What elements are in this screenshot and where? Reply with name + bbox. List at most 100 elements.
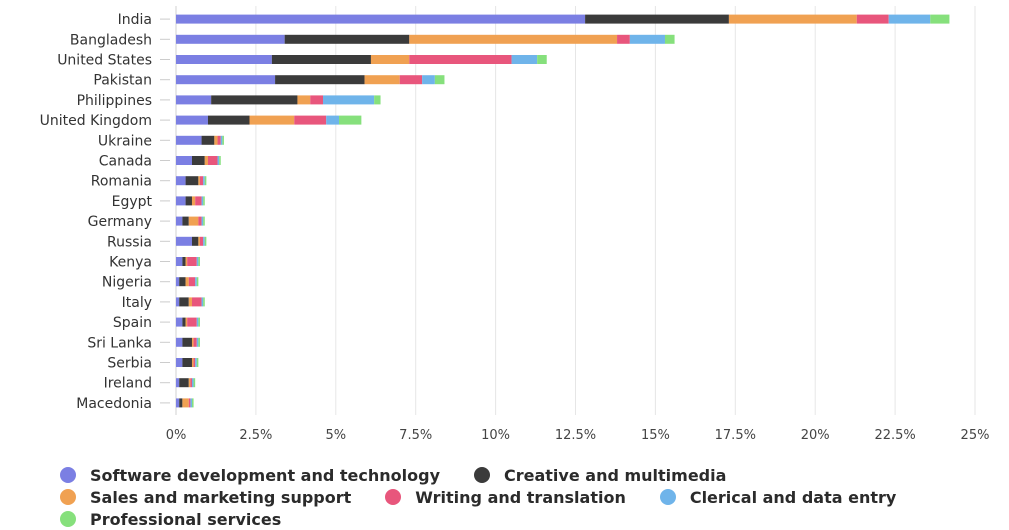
bar-segment-7-4 (217, 156, 220, 165)
bar-segment-2-5 (537, 55, 547, 64)
bar-segment-14-5 (203, 297, 205, 307)
bar-segment-9-4 (201, 196, 204, 206)
category-label-14: Italy (122, 295, 152, 311)
bar-segment-11-0 (176, 236, 192, 246)
bar-segment-16-0 (176, 337, 183, 347)
bar-segment-2-4 (511, 55, 538, 64)
bar-segment-3-2 (364, 75, 400, 85)
legend-label-writing: Writing and translation (415, 487, 626, 507)
legend-item-professional[interactable]: Professional services (60, 510, 281, 529)
bar-segment-6-4 (220, 135, 223, 145)
bar-segment-18-5 (193, 378, 196, 388)
category-label-19: Macedonia (76, 396, 152, 412)
bar-segment-13-2 (185, 277, 189, 287)
bar-segment-1-4 (629, 34, 665, 44)
bar-segment-16-4 (196, 337, 199, 347)
bar-segment-17-0 (176, 358, 183, 367)
bar-segment-10-1 (182, 216, 189, 226)
legend-swatch-professional (60, 511, 76, 527)
x-tick-label-10: 25% (961, 428, 990, 443)
bar-segment-10-0 (176, 216, 183, 226)
bar-segment-9-0 (176, 196, 186, 206)
bar-segment-5-3 (294, 115, 327, 125)
bar-segment-16-3 (193, 337, 197, 347)
bar-segment-0-1 (585, 14, 729, 24)
category-label-10: Germany (88, 214, 152, 230)
bar-segment-2-1 (271, 55, 371, 64)
bar-segment-4-0 (176, 95, 212, 105)
bar-segment-5-1 (207, 115, 250, 125)
legend-swatch-creative (474, 467, 490, 483)
bar-segment-5-2 (249, 115, 295, 125)
category-label-16: Sri Lanka (87, 335, 152, 351)
bar-segment-11-5 (204, 236, 207, 246)
bar-segment-6-5 (222, 135, 224, 145)
legend-item-writing[interactable]: Writing and translation (385, 488, 626, 507)
legend-label-sales: Sales and marketing support (90, 487, 352, 507)
category-label-8: Romania (91, 174, 152, 190)
bar-segment-8-4 (203, 176, 205, 186)
x-tick-label-2: 5% (325, 428, 346, 443)
bar-segment-19-1 (179, 398, 183, 408)
category-label-15: Spain (113, 315, 152, 331)
legend-swatch-writing (385, 489, 402, 505)
bar-segment-1-1 (284, 34, 410, 44)
category-label-2: United States (57, 53, 152, 69)
category-label-3: Pakistan (93, 73, 152, 89)
bar-segment-7-1 (191, 156, 205, 165)
bar-segment-8-3 (199, 176, 204, 186)
category-label-17: Serbia (107, 356, 152, 372)
bar-segment-1-5 (664, 34, 675, 44)
bar-segment-0-4 (888, 14, 931, 24)
legend-item-creative[interactable]: Creative and multimedia (474, 466, 726, 485)
bar-segment-3-5 (434, 75, 445, 85)
bar-segment-3-1 (275, 75, 365, 85)
bar-segment-0-2 (728, 14, 857, 24)
bar-segment-11-2 (198, 236, 200, 246)
x-tick-label-3: 7.5% (399, 428, 432, 443)
legend-swatch-clerical (659, 489, 676, 505)
x-tick-label-8: 20% (801, 428, 830, 443)
legend-item-sales[interactable]: Sales and marketing support (60, 488, 351, 507)
legend-item-clerical[interactable]: Clerical and data entry (659, 488, 896, 507)
bar-segment-12-1 (182, 257, 186, 266)
bar-segment-9-2 (191, 196, 196, 206)
bar-segment-10-5 (203, 216, 205, 226)
bar-segment-8-0 (176, 176, 186, 186)
bar-segment-10-4 (201, 216, 204, 226)
bar-segment-15-3 (187, 317, 197, 327)
bar-segment-0-5 (930, 14, 950, 24)
bar-segment-19-4 (190, 398, 192, 408)
bar-segment-9-5 (203, 196, 205, 206)
legend-swatch-software (60, 467, 76, 483)
bar-segment-3-0 (176, 75, 276, 85)
bar-segment-15-4 (196, 317, 199, 327)
bar-segment-13-0 (176, 277, 180, 287)
x-tick-label-4: 10% (481, 428, 510, 443)
bar-segment-15-5 (198, 317, 200, 327)
bar-segment-14-2 (188, 297, 192, 307)
bar-segment-19-2 (182, 398, 189, 408)
bar-segment-4-1 (211, 95, 298, 105)
bar-segment-19-3 (188, 398, 191, 408)
bar-segment-5-5 (338, 115, 362, 125)
bar-segment-16-5 (198, 337, 200, 347)
category-label-18: Ireland (104, 376, 152, 392)
bar-segment-7-3 (207, 156, 218, 165)
bar-segment-13-5 (196, 277, 199, 287)
bar-segment-15-2 (185, 317, 188, 327)
bar-segment-7-2 (204, 156, 208, 165)
bar-segment-15-0 (176, 317, 183, 327)
bar-segment-4-2 (297, 95, 311, 105)
bar-segment-18-3 (190, 378, 192, 388)
x-tick-label-1: 2.5% (239, 428, 272, 443)
legend-row-2: Sales and marketing support Writing and … (60, 486, 1000, 508)
legend-item-software[interactable]: Software development and technology (60, 466, 440, 485)
x-tick-label-0: 0% (166, 428, 187, 443)
bar-segment-14-3 (191, 297, 202, 307)
bar-segment-18-1 (179, 378, 189, 388)
bar-segment-4-4 (323, 95, 375, 105)
bar-segment-3-4 (422, 75, 435, 85)
bar-segment-17-4 (195, 358, 197, 367)
bar-segment-9-3 (195, 196, 202, 206)
